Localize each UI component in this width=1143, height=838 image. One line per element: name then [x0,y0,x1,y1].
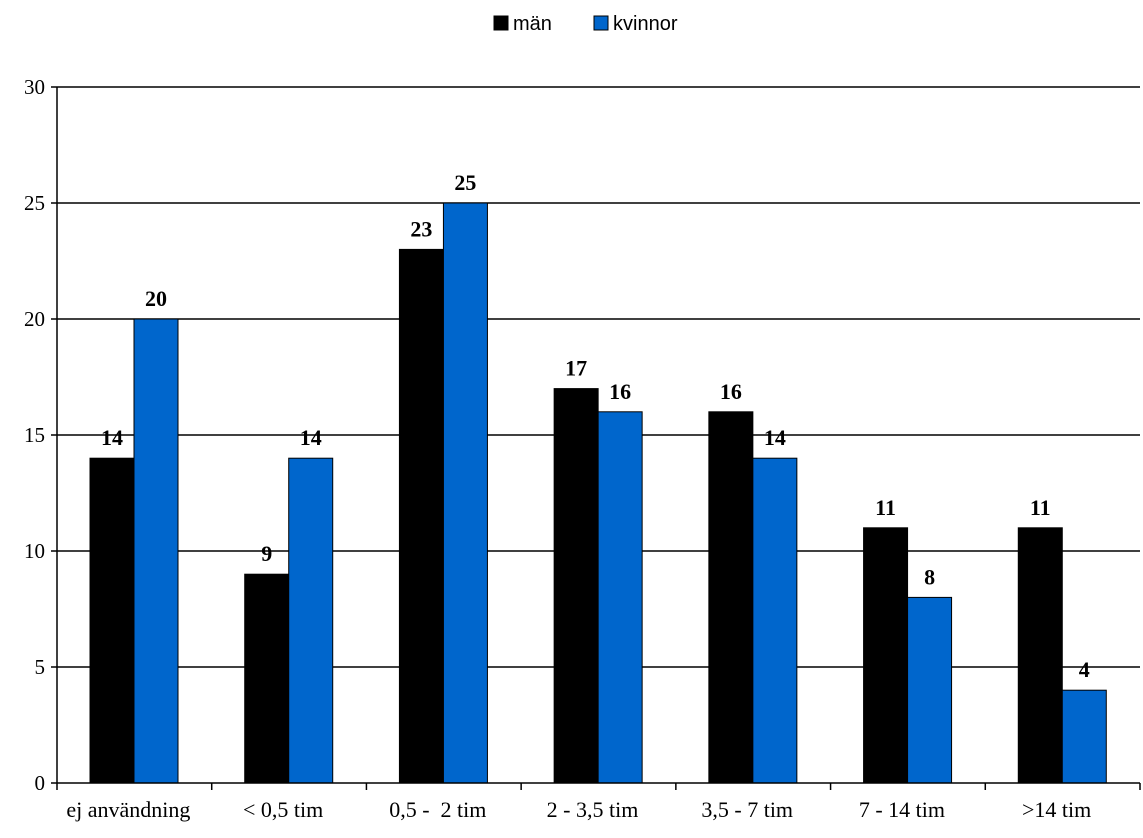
y-tick-label: 30 [24,75,45,99]
data-labels: 14 20 9 14 23 25 17 16 16 14 11 8 11 4 [101,170,1090,682]
data-label: 14 [300,425,322,450]
bar-kvinnor [442,202,488,784]
legend-swatch-1 [493,15,509,31]
y-axis-ticks: 0 5 10 15 20 25 30 [24,75,57,795]
bar-kvinnor [597,411,643,784]
bar-man [244,573,290,784]
data-label: 4 [1079,657,1090,682]
legend-swatch-2 [593,15,609,31]
data-label: 14 [764,425,786,450]
axes [56,87,1141,790]
bar-man [1017,527,1063,784]
data-label: 9 [261,541,272,566]
bar-man [863,527,909,784]
data-label: 25 [454,170,476,195]
bars [89,202,1107,784]
y-tick-label: 0 [35,771,46,795]
data-label: 11 [1030,495,1051,520]
data-label: 8 [924,564,935,589]
bar-kvinnor [752,457,798,784]
x-axis-labels: ej användning < 0,5 tim 0,5 - 2 tim 2 - 3,5… [66,797,1091,822]
data-label: 16 [609,379,631,404]
bar-man [89,457,135,784]
x-tick-label: 2 - 3,5 tim [547,797,639,822]
bar-man [398,248,444,784]
y-tick-label: 10 [24,539,45,563]
bar-man [708,411,754,784]
bar-man [553,388,599,784]
data-label: 11 [875,495,896,520]
data-label: 23 [410,216,432,241]
data-label: 17 [565,356,587,381]
data-label: 16 [720,379,742,404]
bar-kvinnor [907,596,953,784]
x-tick-label: >14 tim [1022,797,1091,822]
bar-kvinnor [1061,689,1107,784]
y-tick-label: 5 [35,655,46,679]
legend: män kvinnor [493,13,678,35]
data-label: 14 [101,425,123,450]
y-tick-label: 25 [24,191,45,215]
x-tick-label: < 0,5 tim [243,797,323,822]
legend-label-1: män [513,13,552,35]
data-label: 20 [145,286,167,311]
bar-kvinnor [133,318,179,784]
x-tick-label: 3,5 - 7 tim [701,797,793,822]
bar-kvinnor [288,457,334,784]
x-tick-label: 0,5 - 2 tim [389,797,486,822]
x-tick-label: ej användning [66,797,190,822]
x-tick-label: 7 - 14 tim [859,797,945,822]
legend-label-2: kvinnor [613,13,678,35]
y-tick-label: 15 [24,423,45,447]
y-tick-label: 20 [24,307,45,331]
